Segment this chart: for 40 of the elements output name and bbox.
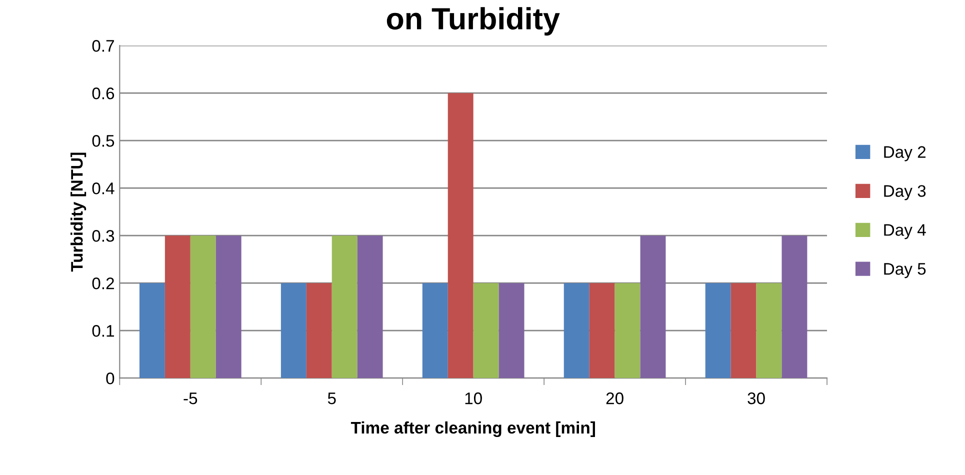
x-axis-title: Time after cleaning event [min] — [350, 421, 595, 438]
chart-title: on Turbidity — [386, 7, 560, 36]
bar — [498, 283, 524, 378]
x-tick-label: 30 — [748, 392, 765, 404]
y-tick-label: 0.3 — [92, 230, 114, 242]
bar — [357, 236, 383, 378]
y-tick-label: 0 — [106, 372, 114, 384]
bar — [332, 236, 358, 378]
bar — [614, 283, 640, 378]
bar — [190, 236, 216, 378]
bar — [756, 283, 782, 378]
legend-label: Day 3 — [884, 185, 926, 200]
legend-label: Day 4 — [884, 224, 926, 240]
legend-label: Day 2 — [884, 146, 926, 162]
bar — [640, 236, 666, 378]
bar — [216, 236, 242, 378]
y-axis-title: Turbidity [NTU] — [70, 152, 86, 272]
bar — [782, 236, 808, 378]
x-tick-label: 5 — [328, 392, 336, 404]
bar — [164, 236, 190, 378]
y-tick-label: 0.1 — [92, 325, 114, 337]
bar — [589, 283, 615, 378]
y-tick-label: 0.2 — [92, 278, 114, 290]
y-tick-label: 0.6 — [92, 88, 114, 100]
bar — [139, 283, 165, 378]
bar — [730, 283, 756, 378]
bar — [448, 93, 474, 378]
y-tick-label: 0.7 — [92, 40, 114, 52]
y-tick-label: 0.4 — [92, 182, 114, 194]
y-tick-label: 0.5 — [92, 135, 114, 147]
bar — [473, 283, 499, 378]
bar — [564, 283, 590, 378]
bar — [705, 283, 731, 378]
x-tick-label: -5 — [184, 392, 198, 404]
legend-label: Day 5 — [884, 263, 926, 278]
bar — [306, 283, 332, 378]
bar — [422, 283, 448, 378]
x-tick-label: 20 — [606, 392, 624, 404]
x-tick-label: 10 — [465, 392, 482, 404]
bar — [280, 283, 306, 378]
